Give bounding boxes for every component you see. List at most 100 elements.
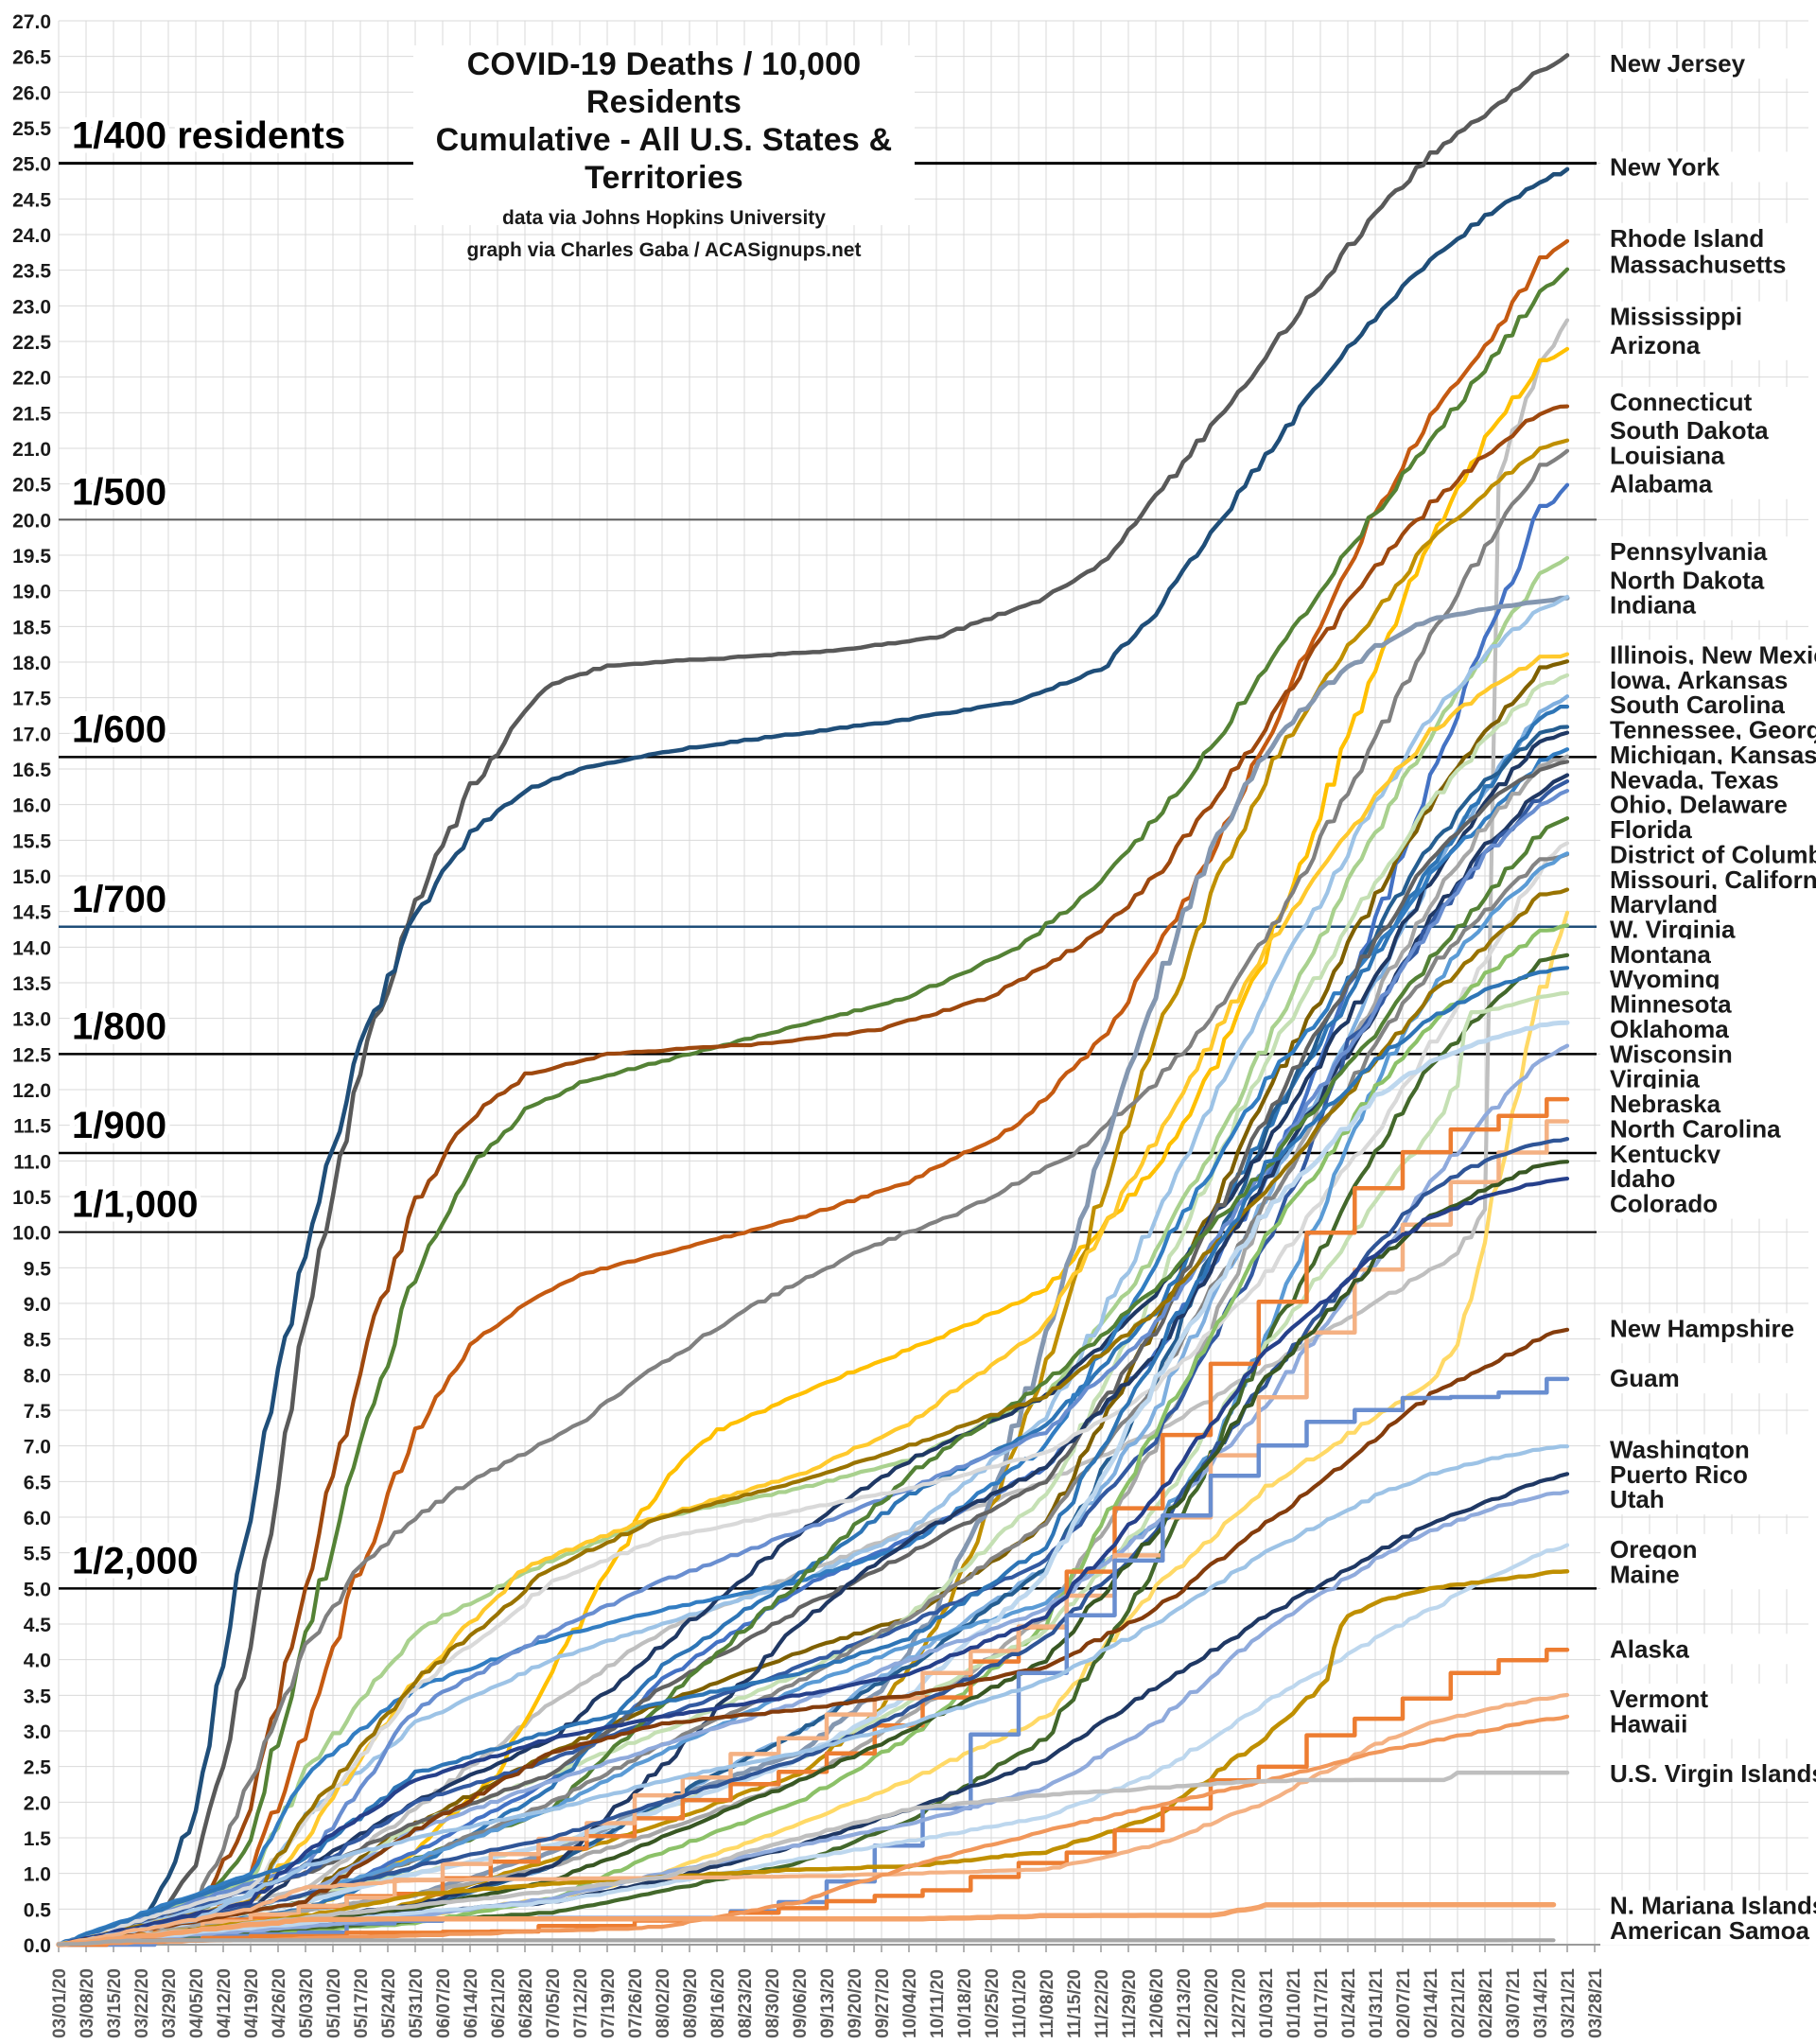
- series-line-oregon: [56, 1543, 1570, 1947]
- series-line-new-york: [56, 166, 1570, 1948]
- reference-caption-1-1-000: 1/1,000: [72, 1184, 198, 1226]
- series-end-label-washington: Washington: [1610, 1435, 1750, 1463]
- right-label-bg: [1600, 222, 1814, 253]
- x-tick-label: 12/27/20: [1230, 1968, 1249, 2038]
- series-end-label-massachusetts: Massachusetts: [1610, 251, 1786, 279]
- x-tick-label: 11/29/20: [1120, 1969, 1140, 2038]
- x-tick-label: 11/22/20: [1092, 1969, 1112, 2038]
- series-end-label-connecticut: Connecticut: [1610, 388, 1753, 416]
- series-end-label-alabama: Alabama: [1610, 470, 1713, 498]
- x-tick-label: 08/30/20: [763, 1968, 783, 2038]
- chart-subtitle-credit: graph via Charles Gaba / ACASignups.net: [466, 239, 862, 261]
- series-end-label-michigan-kansas: Michigan, Kansas: [1610, 741, 1816, 769]
- y-tick-label: 16.0: [12, 795, 51, 817]
- reference-caption-1-400-residents: 1/400 residents: [72, 115, 345, 157]
- series-end-label-kentucky: Kentucky: [1610, 1140, 1721, 1168]
- right-label-bg: [1600, 1484, 1814, 1515]
- series-end-label-alaska: Alaska: [1610, 1634, 1689, 1663]
- series-end-label-district-of-columbia: District of Columbia: [1610, 840, 1816, 868]
- series-end-label-pennsylvania: Pennsylvania: [1610, 537, 1768, 566]
- series-end-label-oklahoma: Oklahoma: [1610, 1015, 1729, 1043]
- y-tick-label: 3.5: [24, 1686, 52, 1707]
- series-line-massachusetts: [56, 267, 1570, 1947]
- right-label-bg: [1600, 536, 1814, 568]
- series-line-pennsylvania: [56, 555, 1570, 1947]
- y-tick-label: 21.5: [12, 403, 51, 425]
- y-tick-label: 17.0: [12, 724, 51, 745]
- reference-caption-1-500: 1/500: [72, 471, 166, 513]
- series-line-washington: [56, 1444, 1570, 1947]
- x-tick-label: 07/26/20: [626, 1968, 646, 2038]
- right-labels: New Jersey New York Rhode IslandMassachuse…: [1600, 48, 1816, 1946]
- series-line-american-samoa: [56, 1938, 1556, 1947]
- reference-caption-1-2-000: 1/2,000: [72, 1540, 198, 1581]
- right-label-bg: [1600, 1633, 1814, 1665]
- y-tick-label: 22.0: [12, 368, 51, 390]
- y-tick-label: 24.5: [12, 189, 51, 211]
- series-line-new-hampshire: [56, 1327, 1570, 1947]
- y-tick-label: 15.5: [12, 830, 51, 852]
- series-line-arkansas: [56, 694, 1570, 1948]
- y-tick-label: 7.0: [24, 1437, 51, 1459]
- series-line-minnesota: [56, 966, 1570, 1947]
- series-end-label-illinois-new-mexico: Illinois, New Mexico: [1610, 640, 1816, 669]
- series-end-label-south-dakota: South Dakota: [1610, 416, 1769, 445]
- series-end-label-tennessee-georgia: Tennessee, Georgia: [1610, 716, 1816, 744]
- y-tick-label: 1.5: [24, 1828, 52, 1850]
- y-tick-label: 13.0: [12, 1009, 51, 1031]
- y-tick-label: 6.0: [24, 1508, 51, 1529]
- x-tick-label: 07/19/20: [599, 1968, 619, 2038]
- x-tick-label: 08/16/20: [708, 1968, 728, 2038]
- reference-caption-1-800: 1/800: [72, 1005, 166, 1047]
- right-label-bg: [1600, 1559, 1814, 1590]
- y-tick-label: 6.5: [24, 1472, 52, 1494]
- x-tick-label: 04/12/20: [215, 1968, 235, 2038]
- x-axis-labels: 03/01/20 03/08/20 03/15/20 03/22/20 03/29/20…: [50, 1968, 1606, 2038]
- series-line-new-jersey: [56, 53, 1570, 1947]
- x-tick-label: 03/21/21: [1559, 1968, 1579, 2038]
- series-end-label-vermont: Vermont: [1610, 1685, 1708, 1713]
- y-tick-label: 21.0: [12, 439, 51, 461]
- series-end-label-new-hampshire: New Hampshire: [1610, 1314, 1794, 1342]
- x-tick-label: 01/03/21: [1257, 1968, 1277, 2038]
- x-tick-label: 03/28/21: [1586, 1968, 1606, 2038]
- y-tick-label: 19.0: [12, 582, 51, 603]
- series-end-label-minnesota: Minnesota: [1610, 990, 1732, 1019]
- y-tick-label: 8.5: [24, 1330, 52, 1352]
- x-tick-label: 05/03/20: [297, 1968, 317, 2038]
- right-label-bg: [1600, 329, 1814, 360]
- x-tick-label: 08/23/20: [736, 1968, 756, 2038]
- x-tick-label: 05/10/20: [324, 1968, 344, 2038]
- right-label-bg: [1600, 249, 1814, 280]
- series-line-kentucky: [56, 1137, 1570, 1947]
- y-tick-label: 4.0: [24, 1651, 51, 1672]
- reference-caption-1-600: 1/600: [72, 708, 166, 750]
- x-tick-label: 09/06/20: [791, 1968, 811, 2038]
- series-line-alaska: [56, 1647, 1570, 1948]
- series-end-label-maryland: Maryland: [1610, 890, 1718, 918]
- reference-caption-1-900: 1/900: [72, 1105, 166, 1146]
- right-label-bg: [1600, 387, 1814, 418]
- y-tick-label: 19.5: [12, 546, 51, 568]
- y-tick-label: 18.5: [12, 617, 51, 638]
- series-end-label-mississippi: Mississippi: [1610, 303, 1742, 331]
- right-label-bg: [1600, 1708, 1814, 1739]
- series-end-label-south-carolina: South Carolina: [1610, 690, 1785, 719]
- x-tick-label: 12/06/20: [1147, 1968, 1167, 2038]
- x-tick-label: 04/26/20: [270, 1968, 289, 2038]
- series-end-label-ohio-delaware: Ohio, Delaware: [1610, 791, 1788, 819]
- series-lines: [56, 53, 1570, 1948]
- x-tick-label: 09/27/20: [873, 1968, 893, 2038]
- x-tick-label: 04/05/20: [187, 1968, 207, 2038]
- y-tick-label: 17.5: [12, 689, 51, 710]
- x-tick-label: 05/31/20: [407, 1968, 427, 2038]
- y-tick-label: 9.5: [24, 1258, 52, 1280]
- series-line-north-carolina: [56, 1119, 1570, 1948]
- x-tick-label: 03/29/20: [160, 1968, 180, 2038]
- right-label-bg: [1600, 1758, 1814, 1790]
- x-tick-label: 09/13/20: [818, 1968, 838, 2038]
- y-tick-label: 11.0: [13, 1151, 51, 1173]
- x-tick-label: 01/24/21: [1339, 1968, 1359, 2038]
- series-line-south-carolina: [56, 705, 1570, 1948]
- y-tick-label: 5.5: [24, 1544, 52, 1565]
